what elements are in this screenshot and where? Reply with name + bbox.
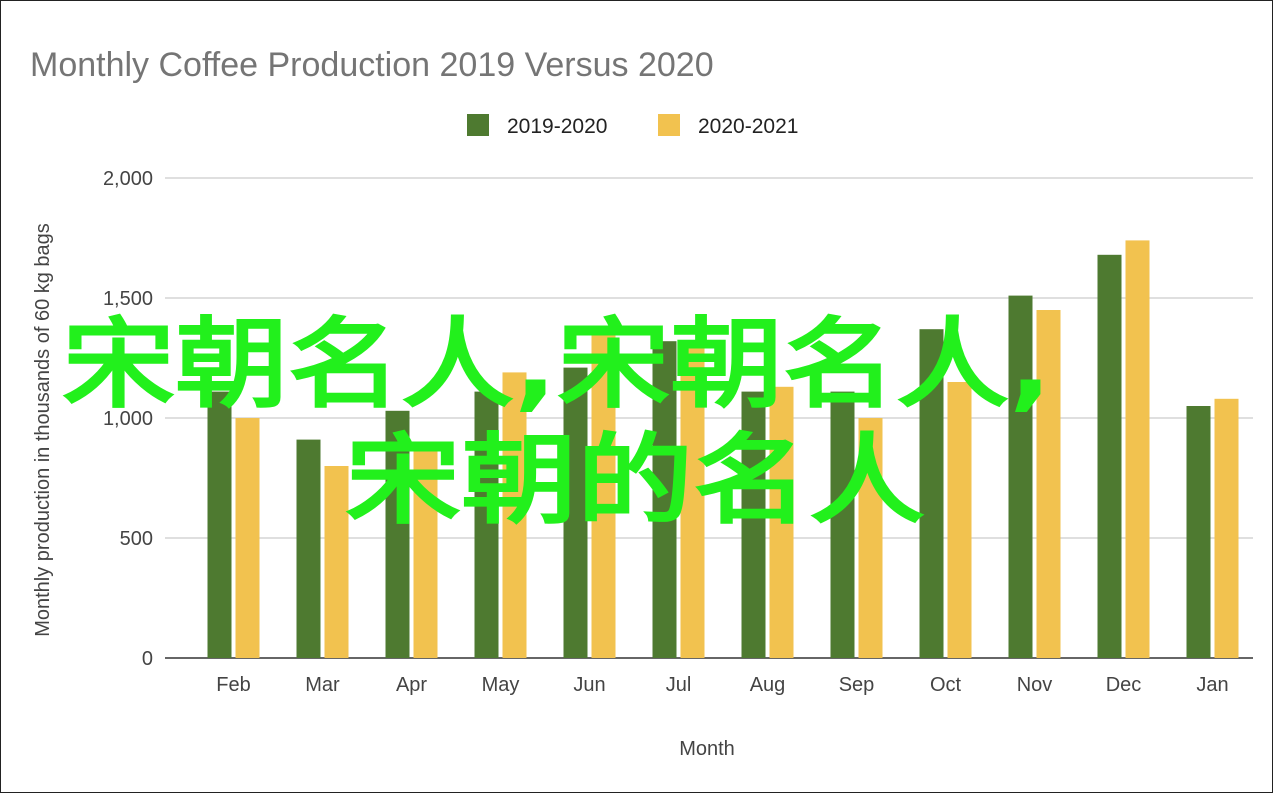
bar-2019-2020-Dec xyxy=(1097,254,1122,659)
x-tick-label: May xyxy=(482,674,520,696)
y-tick-label: 2,000 xyxy=(103,168,153,190)
bar-2019-2020-Sep xyxy=(830,391,855,658)
bar-2019-2020-May xyxy=(474,391,499,658)
x-tick-label: Jul xyxy=(666,674,692,696)
x-tick-label: Oct xyxy=(930,674,962,696)
bar-2019-2020-Feb xyxy=(207,391,232,658)
y-tick-label: 0 xyxy=(142,648,153,670)
x-tick-label: Jun xyxy=(573,674,605,696)
legend-swatch xyxy=(658,114,680,136)
bar-2019-2020-Jan xyxy=(1186,406,1211,658)
bar-2020-2021-Nov xyxy=(1036,310,1061,658)
x-tick-label: Apr xyxy=(396,674,427,696)
legend-label: 2020-2021 xyxy=(698,115,798,138)
bar-2020-2021-Jul xyxy=(680,343,705,658)
bar-2020-2021-Feb xyxy=(235,418,260,658)
y-tick-label: 1,000 xyxy=(103,408,153,430)
y-axis-title: Monthly production in thousands of 60 kg… xyxy=(32,223,54,637)
x-tick-label: Feb xyxy=(216,674,250,696)
bar-2020-2021-Apr xyxy=(413,449,438,658)
watermark-overlay: 宋朝名人,宋朝名人, 宋朝的名人 xyxy=(62,308,1052,538)
bar-2020-2021-Mar xyxy=(324,466,349,658)
x-tick-label: Dec xyxy=(1106,674,1142,696)
bar-2020-2021-Dec xyxy=(1125,240,1150,658)
bar-2020-2021-Jan xyxy=(1214,398,1239,658)
x-tick-label: Mar xyxy=(305,674,340,696)
chart-title: Monthly Coffee Production 2019 Versus 20… xyxy=(30,46,714,84)
overlay-line-2: 宋朝的名人 xyxy=(345,424,925,538)
x-tick-label: Aug xyxy=(750,674,786,696)
x-axis-title: Month xyxy=(679,738,735,760)
x-tick-labels: Feb Mar Apr May Jun Jul Aug Sep Oct Nov Dec Jan xyxy=(216,674,1228,696)
bar-2019-2020-Apr xyxy=(385,410,410,658)
bar-2020-2021-Sep xyxy=(858,418,883,658)
y-tick-label: 500 xyxy=(120,528,153,550)
bar-2019-2020-Oct xyxy=(919,329,944,658)
x-tick-label: Nov xyxy=(1017,674,1053,696)
bar-2020-2021-Jun xyxy=(591,329,616,658)
overlay-line-1: 宋朝名人,宋朝名人, xyxy=(62,308,1052,422)
bar-2019-2020-Jul xyxy=(652,341,677,658)
y-tick-label: 1,500 xyxy=(103,288,153,310)
legend-label: 2019-2020 xyxy=(507,115,607,138)
y-tick-labels: 0 500 1,000 1,500 2,000 xyxy=(103,168,153,670)
bar-2019-2020-Nov xyxy=(1008,295,1033,658)
bar-2020-2021-Aug xyxy=(769,386,794,658)
bar-2020-2021-Oct xyxy=(947,382,972,658)
legend-swatch xyxy=(467,114,489,136)
bar-2019-2020-Mar xyxy=(296,439,321,658)
legend: 2019-2020 2020-2021 xyxy=(467,114,798,138)
x-tick-label: Sep xyxy=(839,674,875,696)
bar-2019-2020-Aug xyxy=(741,391,766,658)
x-tick-label: Jan xyxy=(1196,674,1228,696)
bar-2020-2021-May xyxy=(502,372,527,658)
bars xyxy=(207,240,1239,659)
bar-2019-2020-Jun xyxy=(563,367,588,658)
